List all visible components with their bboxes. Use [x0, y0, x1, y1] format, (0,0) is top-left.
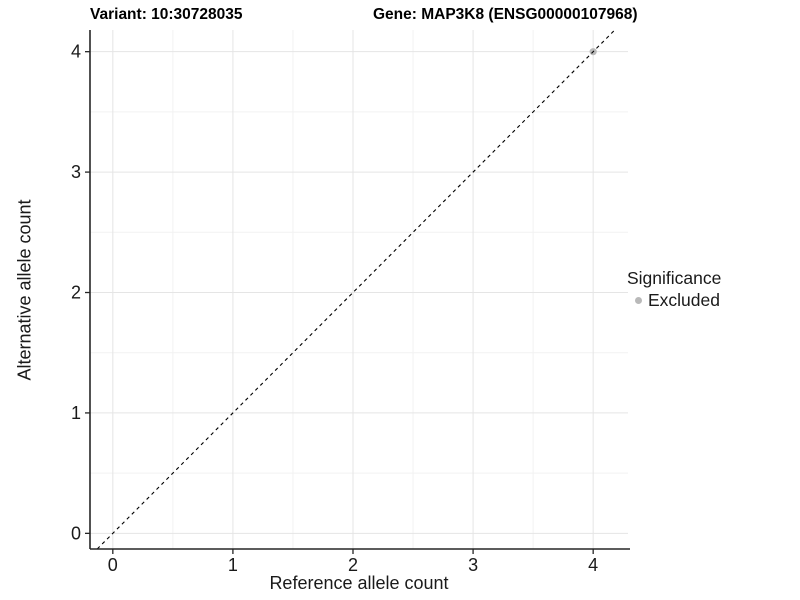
- y-tick-label: 3: [71, 162, 81, 182]
- y-tick-label: 0: [71, 523, 81, 543]
- x-tick-label: 0: [108, 555, 118, 575]
- identity-dashed-line: [96, 29, 616, 550]
- y-tick-label: 2: [71, 283, 81, 303]
- excluded-point-icon: [635, 297, 642, 304]
- x-tick-label: 4: [588, 555, 598, 575]
- legend-title: Significance: [627, 268, 722, 288]
- legend-item-label: Excluded: [648, 290, 720, 310]
- variant-title: Variant: 10:30728035: [90, 6, 243, 23]
- x-tick-label: 1: [228, 555, 238, 575]
- x-tick-label: 2: [348, 555, 358, 575]
- legend: Significance Excluded: [627, 268, 721, 311]
- y-tick-label: 4: [71, 42, 81, 62]
- y-tick-label: 1: [71, 403, 81, 423]
- gene-title: Gene: MAP3K8 (ENSG00000107968): [373, 6, 638, 23]
- legend-item-excluded: Excluded: [627, 290, 721, 311]
- x-tick-label: 3: [468, 555, 478, 575]
- x-axis-title: Reference allele count: [269, 573, 449, 593]
- y-axis-title: Alternative allele count: [14, 199, 35, 381]
